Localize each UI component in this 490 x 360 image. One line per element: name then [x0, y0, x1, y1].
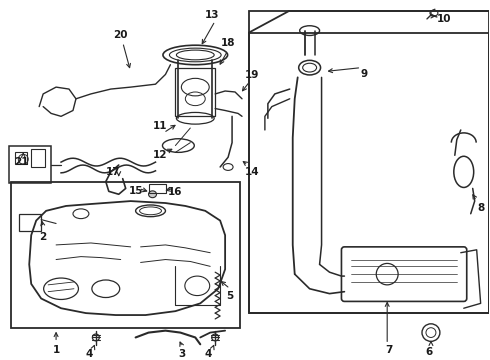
Bar [175, 68, 215, 116]
Text: 7: 7 [386, 345, 393, 355]
Text: 1: 1 [52, 345, 60, 355]
Ellipse shape [148, 191, 156, 198]
Text: 16: 16 [168, 187, 183, 197]
Text: 8: 8 [477, 203, 484, 213]
Text: 17: 17 [105, 167, 120, 177]
Text: 6: 6 [425, 347, 433, 357]
Bar [19, 214, 41, 231]
Bar [148, 184, 167, 193]
Text: 2: 2 [40, 232, 47, 242]
Text: 19: 19 [245, 71, 259, 80]
Text: 18: 18 [221, 38, 235, 48]
Text: 3: 3 [179, 349, 186, 359]
Text: 14: 14 [245, 167, 259, 177]
Bar [9, 145, 51, 183]
Text: 10: 10 [437, 14, 451, 24]
Text: 9: 9 [361, 69, 368, 80]
Text: 5: 5 [226, 291, 234, 301]
Text: 13: 13 [205, 10, 220, 20]
Text: 4: 4 [85, 349, 93, 359]
Text: 20: 20 [114, 31, 128, 40]
Text: 15: 15 [128, 186, 143, 196]
Text: 4: 4 [204, 349, 212, 359]
Text: 21: 21 [14, 157, 28, 167]
Bar [15, 152, 27, 164]
Text: 12: 12 [153, 150, 168, 160]
Bar [31, 149, 45, 167]
Text: 11: 11 [153, 121, 168, 131]
